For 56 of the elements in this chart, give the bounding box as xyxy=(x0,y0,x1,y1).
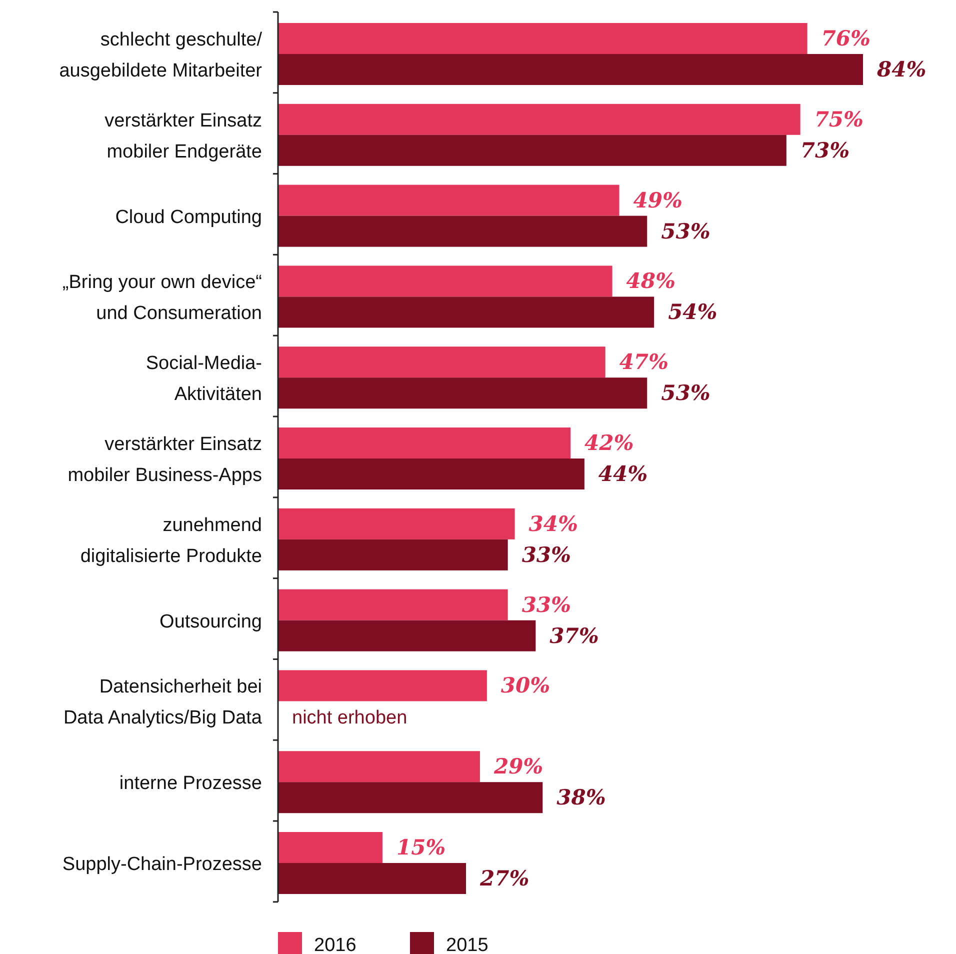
bar xyxy=(278,266,612,297)
data-label: 38% xyxy=(556,784,606,810)
data-label: 27% xyxy=(479,866,530,890)
bar xyxy=(278,751,480,782)
data-label: 53% xyxy=(661,380,710,406)
y-tick-label: verstärkter Einsatz mobiler Endgeräte xyxy=(104,110,262,162)
data-label: 76% xyxy=(821,26,871,50)
bar xyxy=(278,508,515,540)
bar xyxy=(278,378,648,409)
bar xyxy=(278,23,808,54)
data-label: 53% xyxy=(661,218,710,244)
data-label: 42% xyxy=(584,430,634,455)
legend-label: 2015 xyxy=(446,935,488,954)
y-tick-label: Datensicherheit bei Data Analytics/Big Data xyxy=(63,676,262,729)
bar xyxy=(278,134,786,166)
y-tick-label: interne Prozesse xyxy=(119,773,262,794)
data-label: 44% xyxy=(598,461,648,486)
y-tick-label: zunehmend digitalisierte Produkte xyxy=(80,514,262,567)
y-tick-label: Outsourcing xyxy=(160,611,262,632)
data-label: 48% xyxy=(626,268,676,294)
bar xyxy=(278,589,508,620)
bar xyxy=(278,104,800,135)
legend-label: 2016 xyxy=(314,935,356,954)
bar xyxy=(278,782,543,814)
data-label: 15% xyxy=(396,834,446,860)
data-label: 49% xyxy=(633,187,682,212)
bar xyxy=(278,670,487,702)
bar xyxy=(278,54,863,85)
data-label: 75% xyxy=(814,106,864,132)
data-label: 34% xyxy=(528,510,578,536)
y-tick-label: Cloud Computing xyxy=(115,206,262,228)
bar xyxy=(278,863,466,894)
y-tick-label: verstärkter Einsatz mobiler Business-Apps xyxy=(68,434,262,486)
text: nicht erhoben xyxy=(292,708,408,729)
data-label: 54% xyxy=(668,299,718,324)
y-tick-label: Supply-Chain-Prozesse xyxy=(62,854,262,875)
bar xyxy=(278,539,508,570)
data-label: 30% xyxy=(500,672,550,698)
data-label: 37% xyxy=(550,622,599,648)
y-tick-label: „Bring your own device“ und Consumeration xyxy=(62,272,262,324)
data-label: 33% xyxy=(522,542,572,567)
data-label: 73% xyxy=(800,137,850,162)
data-label: 29% xyxy=(492,754,544,779)
bar xyxy=(278,428,570,458)
y-tick-label: schlecht geschulte/ ausgebildete Mitarbeiter xyxy=(59,30,263,82)
y-tick-label: Social-Media- Aktivitäten xyxy=(146,353,262,406)
bar xyxy=(278,458,584,490)
bar xyxy=(278,216,648,247)
data-label: 33% xyxy=(522,592,572,617)
bar xyxy=(278,296,654,328)
bar xyxy=(278,620,536,652)
bar xyxy=(278,346,606,378)
data-label: 47% xyxy=(619,349,669,374)
bar xyxy=(278,832,382,863)
bar xyxy=(278,184,620,216)
data-label: 84% xyxy=(877,56,926,82)
